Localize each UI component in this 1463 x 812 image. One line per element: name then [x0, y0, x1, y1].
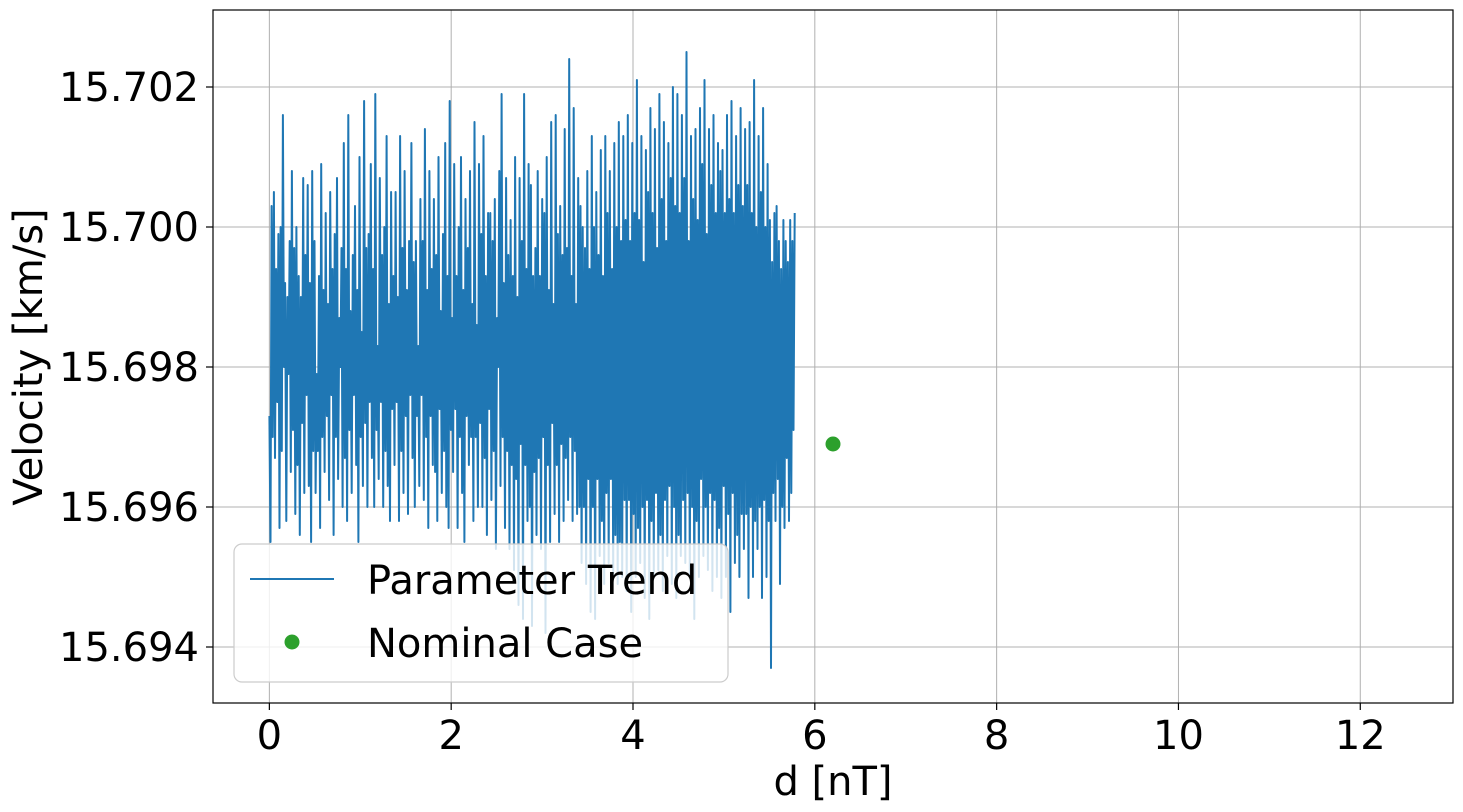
legend-swatch-nominal-case: [284, 634, 300, 650]
legend: Parameter Trend Nominal Case: [233, 543, 729, 683]
x-tick-label: 6: [802, 713, 827, 759]
y-tick-label: 15.700: [59, 205, 199, 251]
legend-box: [233, 543, 729, 683]
x-tick-label: 12: [1335, 713, 1386, 759]
y-tick-label: 15.698: [59, 345, 199, 391]
x-tick-label: 10: [1153, 713, 1204, 759]
legend-label-nominal-case: Nominal Case: [367, 621, 643, 667]
x-tick-label: 4: [620, 713, 645, 759]
x-axis-ticks: 0 2 4 6 8 10 12: [257, 703, 1386, 759]
nominal-case-point: [825, 436, 841, 452]
x-tick-label: 2: [438, 713, 463, 759]
plot-area-frame: [212, 9, 1454, 704]
x-tick-label: 0: [257, 713, 282, 759]
x-tick-label: 8: [984, 713, 1009, 759]
x-axis-label: d [nT]: [773, 759, 892, 805]
y-axis-ticks: 15.694 15.696 15.698 15.700 15.702: [59, 65, 213, 671]
y-tick-label: 15.696: [59, 485, 199, 531]
legend-label-parameter-trend: Parameter Trend: [367, 558, 697, 604]
y-tick-label: 15.702: [59, 65, 199, 111]
y-tick-label: 15.694: [59, 625, 199, 671]
y-axis-label: Velocity [km/s]: [6, 208, 52, 505]
